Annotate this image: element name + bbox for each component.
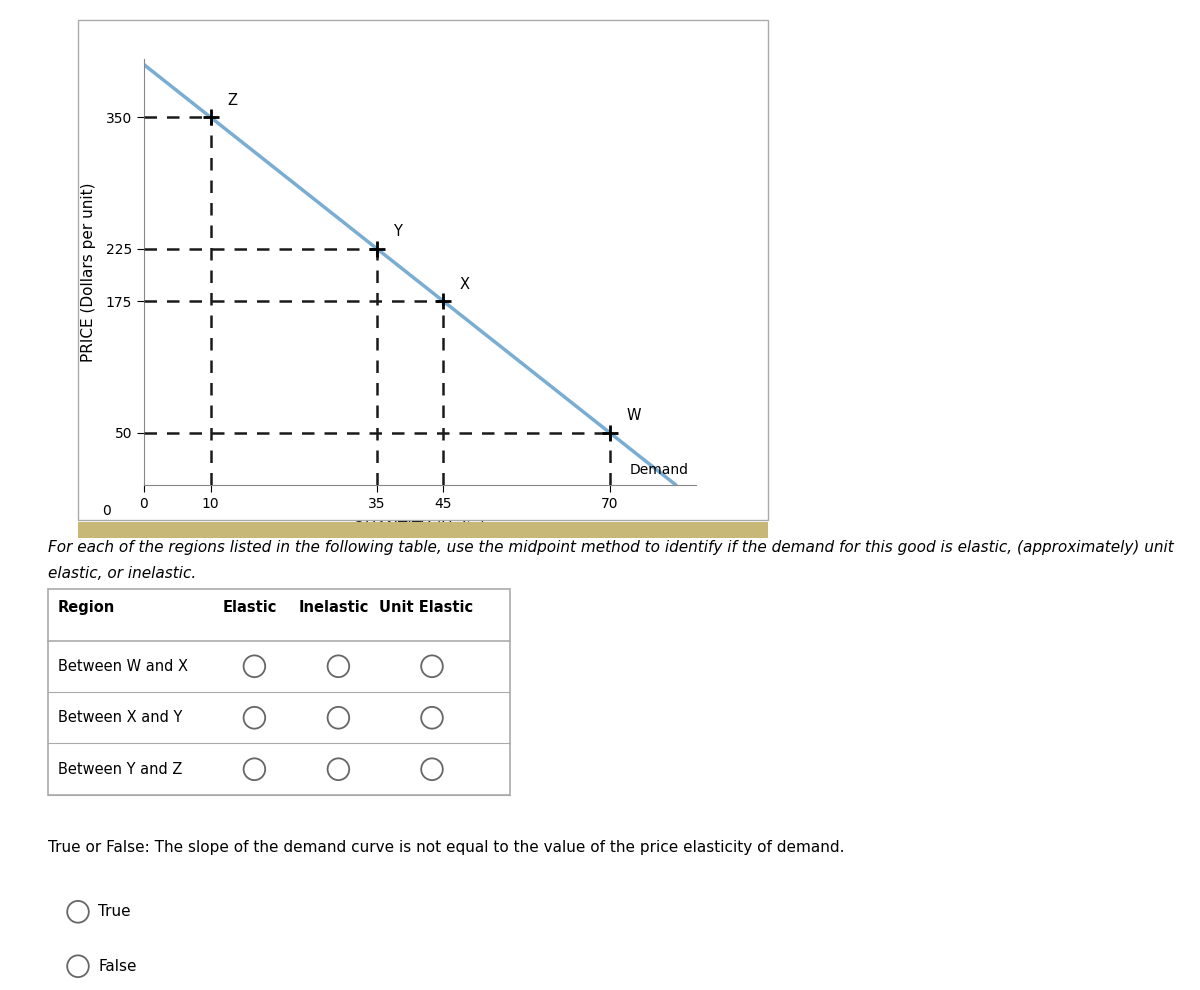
Text: False: False (98, 958, 137, 974)
Text: True: True (98, 904, 131, 920)
Text: 0: 0 (102, 504, 110, 518)
Text: Between W and X: Between W and X (58, 658, 187, 674)
Text: Z: Z (227, 93, 238, 108)
Text: Between Y and Z: Between Y and Z (58, 761, 182, 777)
Text: True or False: The slope of the demand curve is not equal to the value of the pr: True or False: The slope of the demand c… (48, 840, 845, 854)
Text: Between X and Y: Between X and Y (58, 710, 182, 726)
Text: Demand: Demand (630, 462, 689, 477)
Text: Elastic: Elastic (222, 600, 277, 615)
Text: For each of the regions listed in the following table, use the midpoint method t: For each of the regions listed in the fo… (48, 540, 1174, 554)
Text: Inelastic: Inelastic (299, 600, 368, 615)
Text: Unit Elastic: Unit Elastic (379, 600, 473, 615)
Text: elastic, or inelastic.: elastic, or inelastic. (48, 566, 197, 581)
Text: W: W (626, 408, 641, 423)
Text: X: X (460, 276, 470, 292)
X-axis label: QUANTITY (Units): QUANTITY (Units) (353, 521, 487, 536)
Text: Y: Y (394, 224, 402, 240)
Text: Region: Region (58, 600, 115, 615)
Y-axis label: PRICE (Dollars per unit): PRICE (Dollars per unit) (82, 182, 96, 362)
